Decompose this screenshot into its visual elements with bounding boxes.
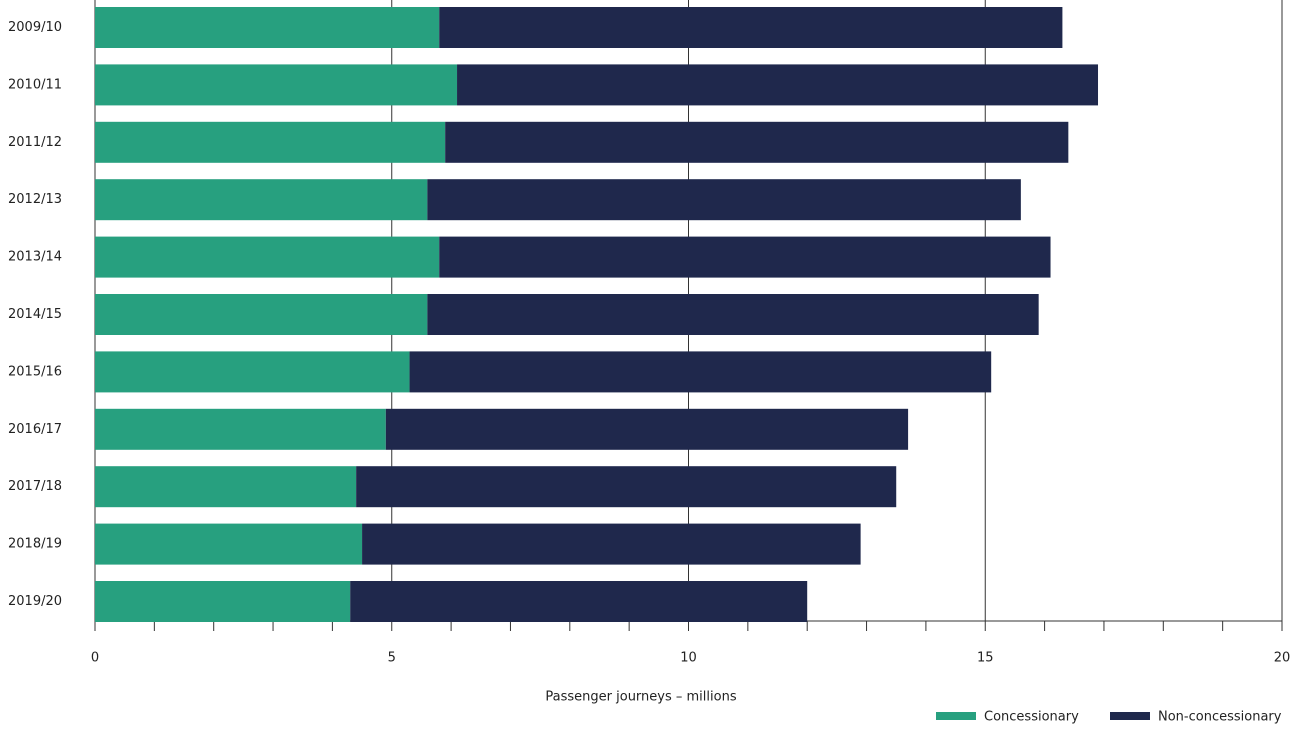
bar-segment	[95, 466, 357, 508]
y-tick-label: 2013/14	[8, 250, 62, 265]
bar-segment	[409, 351, 992, 393]
bar-segment	[95, 523, 363, 565]
bar-segment	[95, 408, 386, 450]
y-tick-label: 2010/11	[8, 77, 62, 92]
bar-segment	[362, 523, 861, 565]
bar-segment	[95, 351, 410, 393]
y-tick-label: 2011/12	[8, 135, 62, 150]
bar-segment	[95, 121, 446, 163]
legend-label: Non-concessionary	[1158, 710, 1282, 725]
y-tick-label: 2015/16	[8, 364, 62, 379]
bar-segment	[439, 7, 1063, 48]
y-tick-label: 2019/20	[8, 594, 62, 609]
bar-segment	[356, 466, 897, 508]
bar-segment	[95, 7, 440, 48]
bar-segment	[457, 64, 1099, 106]
bar-segment	[95, 294, 428, 335]
y-tick-label: 2012/13	[8, 192, 62, 207]
bar-segment	[385, 408, 909, 450]
legend-label: Concessionary	[984, 710, 1079, 725]
y-tick-label: 2009/10	[8, 20, 62, 35]
x-tick-label: 15	[977, 651, 994, 666]
bar-segment	[427, 294, 1039, 335]
bar-segment	[95, 581, 351, 622]
bar-segment	[350, 581, 808, 622]
x-tick-label: 10	[680, 651, 697, 666]
y-tick-label: 2018/19	[8, 537, 62, 552]
x-axis-title: Passenger journeys – millions	[545, 690, 736, 705]
x-tick-label: 20	[1274, 651, 1291, 666]
y-tick-label: 2016/17	[8, 422, 62, 437]
bar-segment	[445, 121, 1069, 163]
x-tick-label: 5	[388, 651, 396, 666]
y-tick-label: 2014/15	[8, 307, 62, 322]
bar-segment	[439, 236, 1051, 278]
bar-segment	[95, 179, 428, 221]
legend-swatch	[1110, 712, 1150, 720]
bar-segment	[95, 236, 440, 278]
bar-segment	[427, 179, 1021, 221]
x-tick-label: 0	[91, 651, 99, 666]
y-tick-label: 2017/18	[8, 479, 62, 494]
bar-segment	[95, 64, 458, 106]
legend-swatch	[936, 712, 976, 720]
